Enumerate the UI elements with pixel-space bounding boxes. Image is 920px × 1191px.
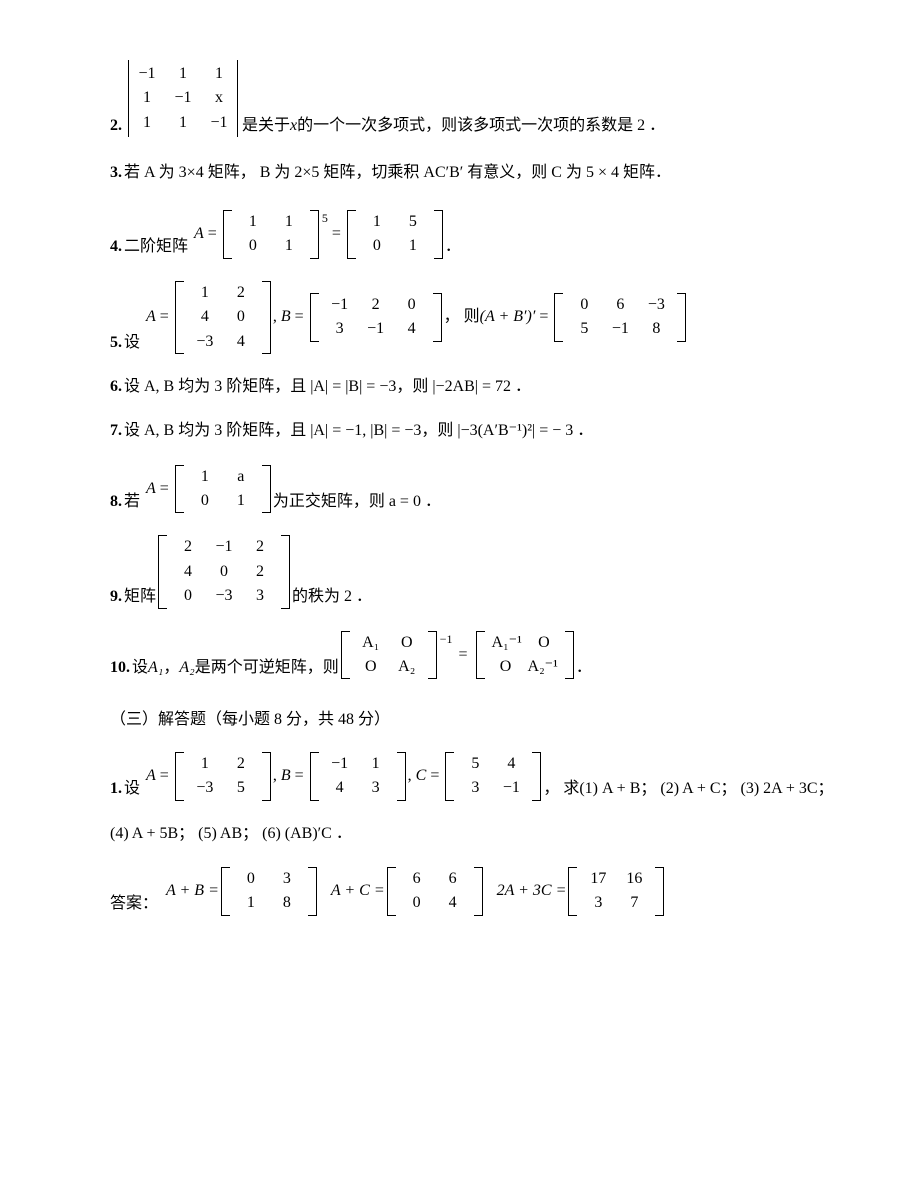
q5-prefix: 设 bbox=[124, 332, 140, 354]
answer-prefix: 答案： bbox=[110, 893, 158, 915]
p1-matrices: A = 12 −35 , B = −11 43 , C = 54 3−1 bbox=[140, 752, 543, 801]
q8-prefix: 若 bbox=[124, 491, 140, 513]
q7-text: 设 A, B 均为 3 阶矩阵，且 |A| = −1, |B| = −3，则 |… bbox=[124, 420, 593, 442]
section-3-header: （三）解答题（每小题 8 分，共 48 分） bbox=[110, 709, 840, 731]
q7-number: 7. bbox=[110, 420, 122, 442]
q2-var: x bbox=[290, 115, 297, 137]
q6-number: 6. bbox=[110, 376, 122, 398]
q5-number: 5. bbox=[110, 332, 122, 354]
question-7: 7. 设 A, B 均为 3 阶矩阵，且 |A| = −1, |B| = −3，… bbox=[110, 420, 840, 442]
q3-number: 3. bbox=[110, 162, 122, 184]
q2-text-a: 是关于 bbox=[242, 115, 290, 137]
q5-eq: A = 12 40 −34 , B = −120 3−14 ， 则 (A + B… bbox=[140, 281, 688, 354]
q4-equation: A = 11 01 5 = 15 01 bbox=[188, 210, 445, 259]
q6-text: 设 A, B 均为 3 阶矩阵，且 |A| = |B| = −3，则 |−2AB… bbox=[124, 376, 531, 398]
question-5: 5. 设 A = 12 40 −34 , B = −120 3−14 ， 则 (… bbox=[110, 281, 840, 354]
q4-suffix: ． bbox=[445, 236, 461, 258]
question-6: 6. 设 A, B 均为 3 阶矩阵，且 |A| = |B| = −3，则 |−… bbox=[110, 376, 840, 398]
q2-number: 2. bbox=[110, 115, 122, 137]
question-2: 2. −111 1−1x 11−1 是关于 x 的一个一次多项式，则该多项式一次… bbox=[110, 60, 840, 137]
answer-block: 答案： A + B = 03 18 A + C = 66 04 2A + 3C … bbox=[110, 867, 840, 916]
q4-prefix: 二阶矩阵 bbox=[124, 236, 188, 258]
q2-text-b: 的一个一次多项式，则该多项式一次项的系数是 2 ． bbox=[297, 115, 665, 137]
problem-1: 1. 设 A = 12 −35 , B = −11 43 , C = 54 3−… bbox=[110, 752, 840, 801]
question-4: 4. 二阶矩阵 A = 11 01 5 = 15 01 ． bbox=[110, 210, 840, 259]
question-3: 3. 若 A 为 3×4 矩阵， B 为 2×5 矩阵，切乘积 AC′B′ 有意… bbox=[110, 159, 840, 188]
q9-matrix: 2−12 402 0−33 bbox=[158, 535, 290, 608]
q10-mid: 是两个可逆矩阵，则 bbox=[195, 657, 339, 679]
q9-number: 9. bbox=[110, 586, 122, 608]
p1-number: 1. bbox=[110, 778, 122, 800]
q9-suffix: 的秩为 2 ． bbox=[292, 586, 372, 608]
p1-prefix: 设 bbox=[124, 778, 140, 800]
q9-prefix: 矩阵 bbox=[124, 586, 156, 608]
q4-number: 4. bbox=[110, 236, 122, 258]
q8-eq: A = 1a 01 bbox=[140, 465, 273, 514]
answer-eq: A + B = 03 18 A + C = 66 04 2A + 3C = 17… bbox=[166, 867, 666, 916]
q3-text: 若 A 为 3×4 矩阵， B 为 2×5 矩阵，切乘积 AC′B′ 有意义，则… bbox=[124, 159, 671, 188]
question-9: 9. 矩阵 2−12 402 0−33 的秩为 2 ． bbox=[110, 535, 840, 608]
q10-number: 10. bbox=[110, 657, 130, 679]
q2-determinant: −111 1−1x 11−1 bbox=[128, 60, 238, 137]
problem-1-line2: (4) A + 5B； (5) AB； (6) (AB)′C ． bbox=[110, 823, 840, 845]
question-10: 10. 设 A₁ ， A₂ 是两个可逆矩阵，则 A₁O OA₂ −1 = A₁⁻… bbox=[110, 631, 840, 680]
q10-eq: A₁O OA₂ −1 = A₁⁻¹O OA₂⁻¹ bbox=[339, 631, 576, 680]
q10-suffix: ． bbox=[576, 657, 592, 679]
q8-suffix: 为正交矩阵，则 a = 0 ． bbox=[273, 491, 441, 513]
question-8: 8. 若 A = 1a 01 为正交矩阵，则 a = 0 ． bbox=[110, 465, 840, 514]
q8-number: 8. bbox=[110, 491, 122, 513]
p1-tail1: ， 求(1) A + B； (2) A + C； (3) 2A + 3C； bbox=[543, 778, 833, 800]
q10-prefix: 设 bbox=[132, 657, 148, 679]
